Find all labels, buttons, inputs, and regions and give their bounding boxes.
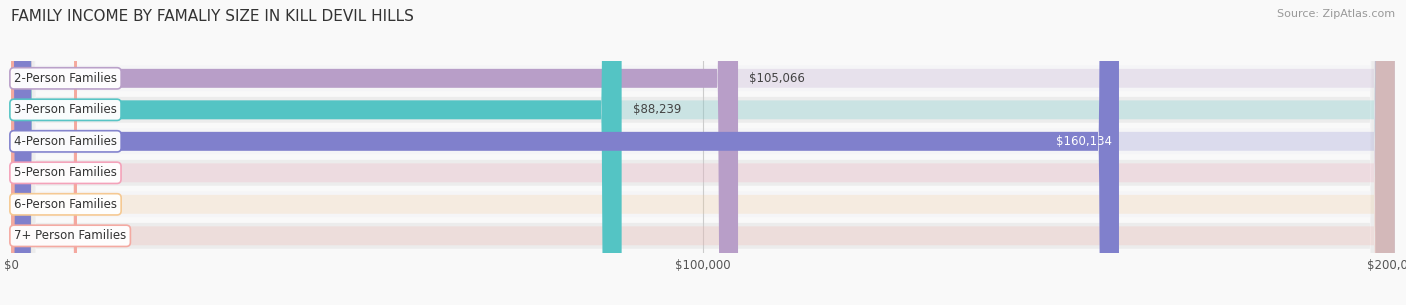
FancyBboxPatch shape [11, 0, 738, 305]
Text: $0: $0 [89, 166, 103, 179]
FancyBboxPatch shape [11, 0, 1395, 305]
Text: 4-Person Families: 4-Person Families [14, 135, 117, 148]
FancyBboxPatch shape [11, 0, 1395, 305]
FancyBboxPatch shape [11, 0, 1395, 305]
Text: Source: ZipAtlas.com: Source: ZipAtlas.com [1277, 9, 1395, 19]
FancyBboxPatch shape [11, 0, 1395, 305]
FancyBboxPatch shape [11, 0, 1395, 305]
Text: $0: $0 [89, 198, 103, 211]
FancyBboxPatch shape [11, 0, 1119, 305]
FancyBboxPatch shape [11, 0, 1395, 305]
Text: 2-Person Families: 2-Person Families [14, 72, 117, 85]
Text: 5-Person Families: 5-Person Families [14, 166, 117, 179]
Text: $88,239: $88,239 [633, 103, 681, 116]
FancyBboxPatch shape [11, 0, 1395, 305]
FancyBboxPatch shape [11, 0, 1395, 305]
FancyBboxPatch shape [11, 0, 1395, 305]
FancyBboxPatch shape [11, 0, 77, 305]
FancyBboxPatch shape [11, 0, 1395, 305]
Text: $160,134: $160,134 [1056, 135, 1112, 148]
Text: 6-Person Families: 6-Person Families [14, 198, 117, 211]
Text: 7+ Person Families: 7+ Person Families [14, 229, 127, 242]
Text: $105,066: $105,066 [749, 72, 806, 85]
FancyBboxPatch shape [11, 0, 1395, 305]
FancyBboxPatch shape [11, 0, 621, 305]
FancyBboxPatch shape [11, 0, 77, 305]
FancyBboxPatch shape [11, 0, 77, 305]
Text: 3-Person Families: 3-Person Families [14, 103, 117, 116]
Text: FAMILY INCOME BY FAMALIY SIZE IN KILL DEVIL HILLS: FAMILY INCOME BY FAMALIY SIZE IN KILL DE… [11, 9, 415, 24]
Text: $0: $0 [89, 229, 103, 242]
FancyBboxPatch shape [11, 0, 1395, 305]
